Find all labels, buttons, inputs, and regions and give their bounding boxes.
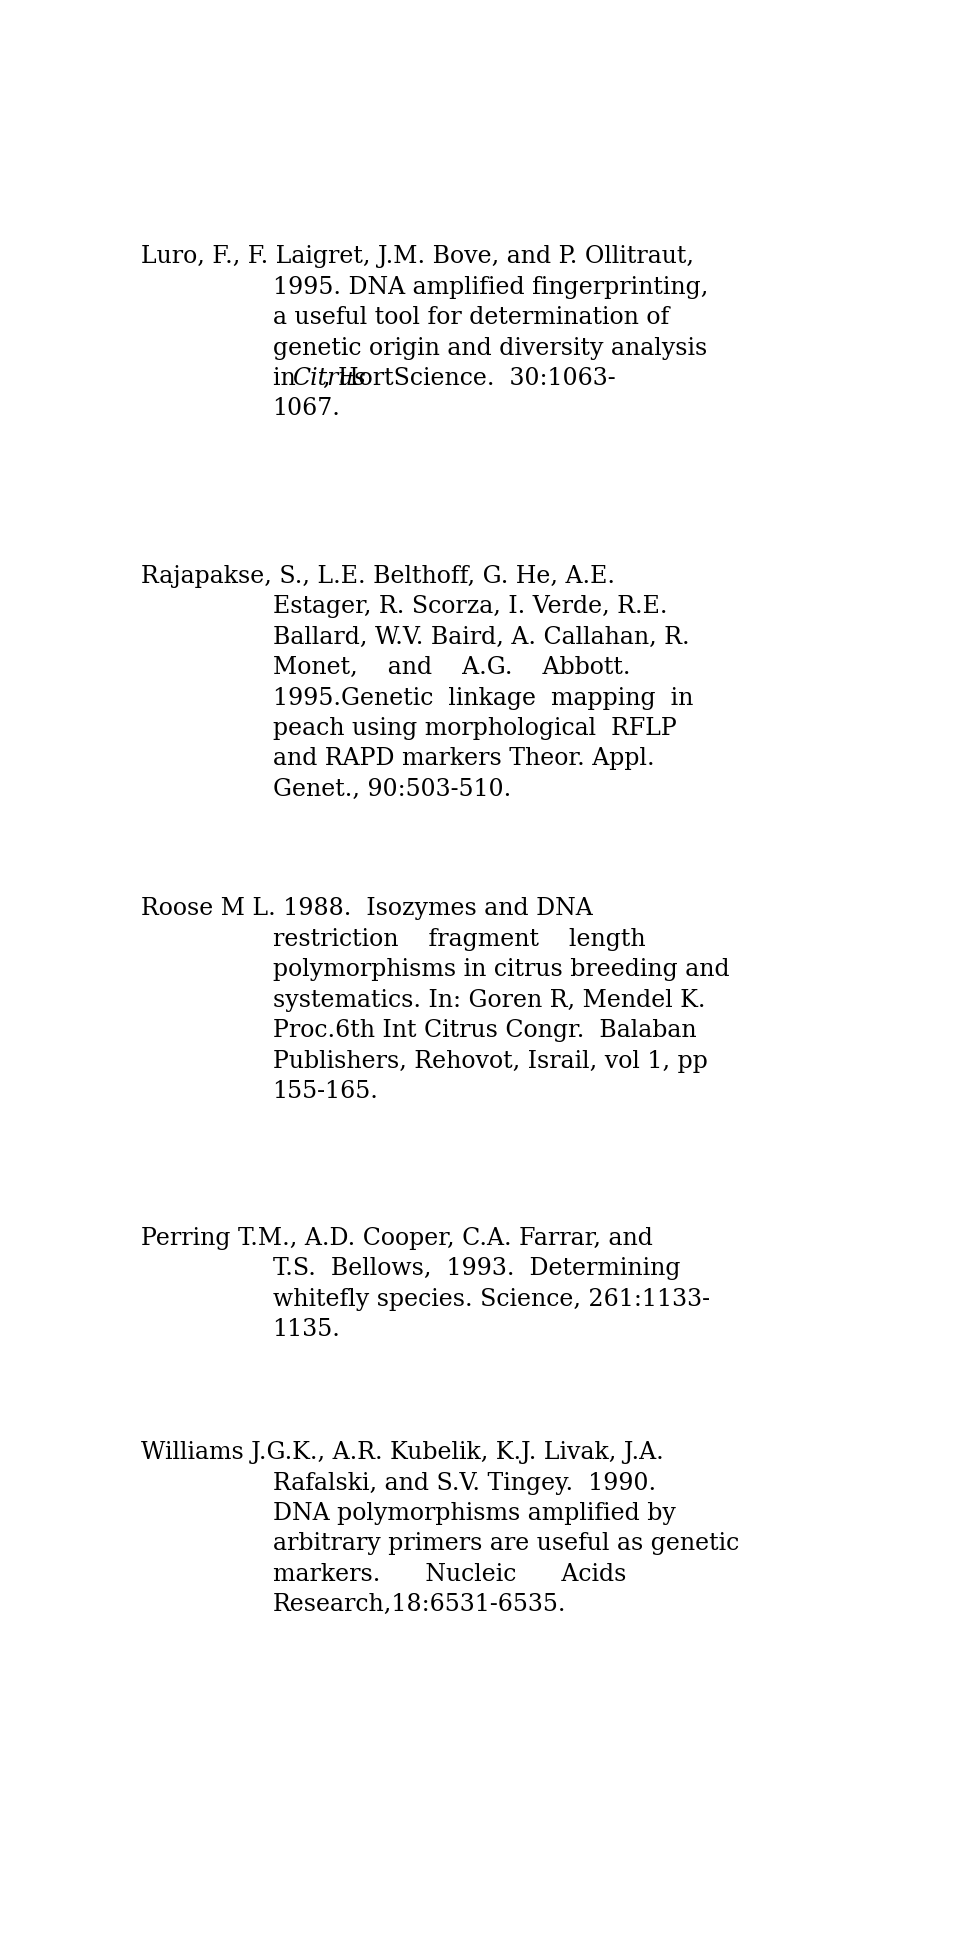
Text: Research,18:6531-6535.: Research,18:6531-6535. — [273, 1593, 566, 1617]
Text: , HortScience.  30:1063-: , HortScience. 30:1063- — [324, 366, 615, 390]
Text: in: in — [273, 366, 302, 390]
Text: markers.      Nucleic      Acids: markers. Nucleic Acids — [273, 1562, 626, 1586]
Text: arbitrary primers are useful as genetic: arbitrary primers are useful as genetic — [273, 1533, 739, 1555]
Text: Genet., 90:503-510.: Genet., 90:503-510. — [273, 777, 511, 801]
Text: Estager, R. Scorza, I. Verde, R.E.: Estager, R. Scorza, I. Verde, R.E. — [273, 596, 667, 618]
Text: 1135.: 1135. — [273, 1319, 341, 1342]
Text: and RAPD markers Theor. Appl.: and RAPD markers Theor. Appl. — [273, 748, 654, 769]
Text: Ballard, W.V. Baird, A. Callahan, R.: Ballard, W.V. Baird, A. Callahan, R. — [273, 625, 689, 649]
Text: Rafalski, and S.V. Tingey.  1990.: Rafalski, and S.V. Tingey. 1990. — [273, 1471, 656, 1494]
Text: Luro, F., F. Laigret, J.M. Bove, and P. Ollitraut,: Luro, F., F. Laigret, J.M. Bove, and P. … — [141, 245, 694, 269]
Text: Proc.6th Int Citrus Congr.  Balaban: Proc.6th Int Citrus Congr. Balaban — [273, 1019, 696, 1042]
Text: whitefly species. Science, 261:1133-: whitefly species. Science, 261:1133- — [273, 1288, 709, 1311]
Text: restriction    fragment    length: restriction fragment length — [273, 927, 645, 951]
Text: 1067.: 1067. — [273, 397, 341, 421]
Text: Monet,    and    A.G.    Abbott.: Monet, and A.G. Abbott. — [273, 656, 630, 680]
Text: peach using morphological  RFLP: peach using morphological RFLP — [273, 717, 676, 740]
Text: DNA polymorphisms amplified by: DNA polymorphisms amplified by — [273, 1502, 676, 1525]
Text: 155-165.: 155-165. — [273, 1079, 378, 1103]
Text: a useful tool for determination of: a useful tool for determination of — [273, 306, 669, 329]
Text: polymorphisms in citrus breeding and: polymorphisms in citrus breeding and — [273, 958, 730, 982]
Text: 1995.Genetic  linkage  mapping  in: 1995.Genetic linkage mapping in — [273, 686, 693, 709]
Text: Citrus: Citrus — [292, 366, 366, 390]
Text: Rajapakse, S., L.E. Belthoff, G. He, A.E.: Rajapakse, S., L.E. Belthoff, G. He, A.E… — [141, 565, 614, 588]
Text: 1995. DNA amplified fingerprinting,: 1995. DNA amplified fingerprinting, — [273, 277, 708, 298]
Text: Publishers, Rehovot, Israil, vol 1, pp: Publishers, Rehovot, Israil, vol 1, pp — [273, 1050, 708, 1073]
Text: systematics. In: Goren R, Mendel K.: systematics. In: Goren R, Mendel K. — [273, 990, 705, 1011]
Text: Perring T.M., A.D. Cooper, C.A. Farrar, and: Perring T.M., A.D. Cooper, C.A. Farrar, … — [141, 1227, 653, 1251]
Text: Williams J.G.K., A.R. Kubelik, K.J. Livak, J.A.: Williams J.G.K., A.R. Kubelik, K.J. Liva… — [141, 1442, 663, 1465]
Text: T.S.  Bellows,  1993.  Determining: T.S. Bellows, 1993. Determining — [273, 1258, 680, 1280]
Text: genetic origin and diversity analysis: genetic origin and diversity analysis — [273, 337, 707, 360]
Text: Roose M L. 1988.  Isozymes and DNA: Roose M L. 1988. Isozymes and DNA — [141, 898, 592, 921]
